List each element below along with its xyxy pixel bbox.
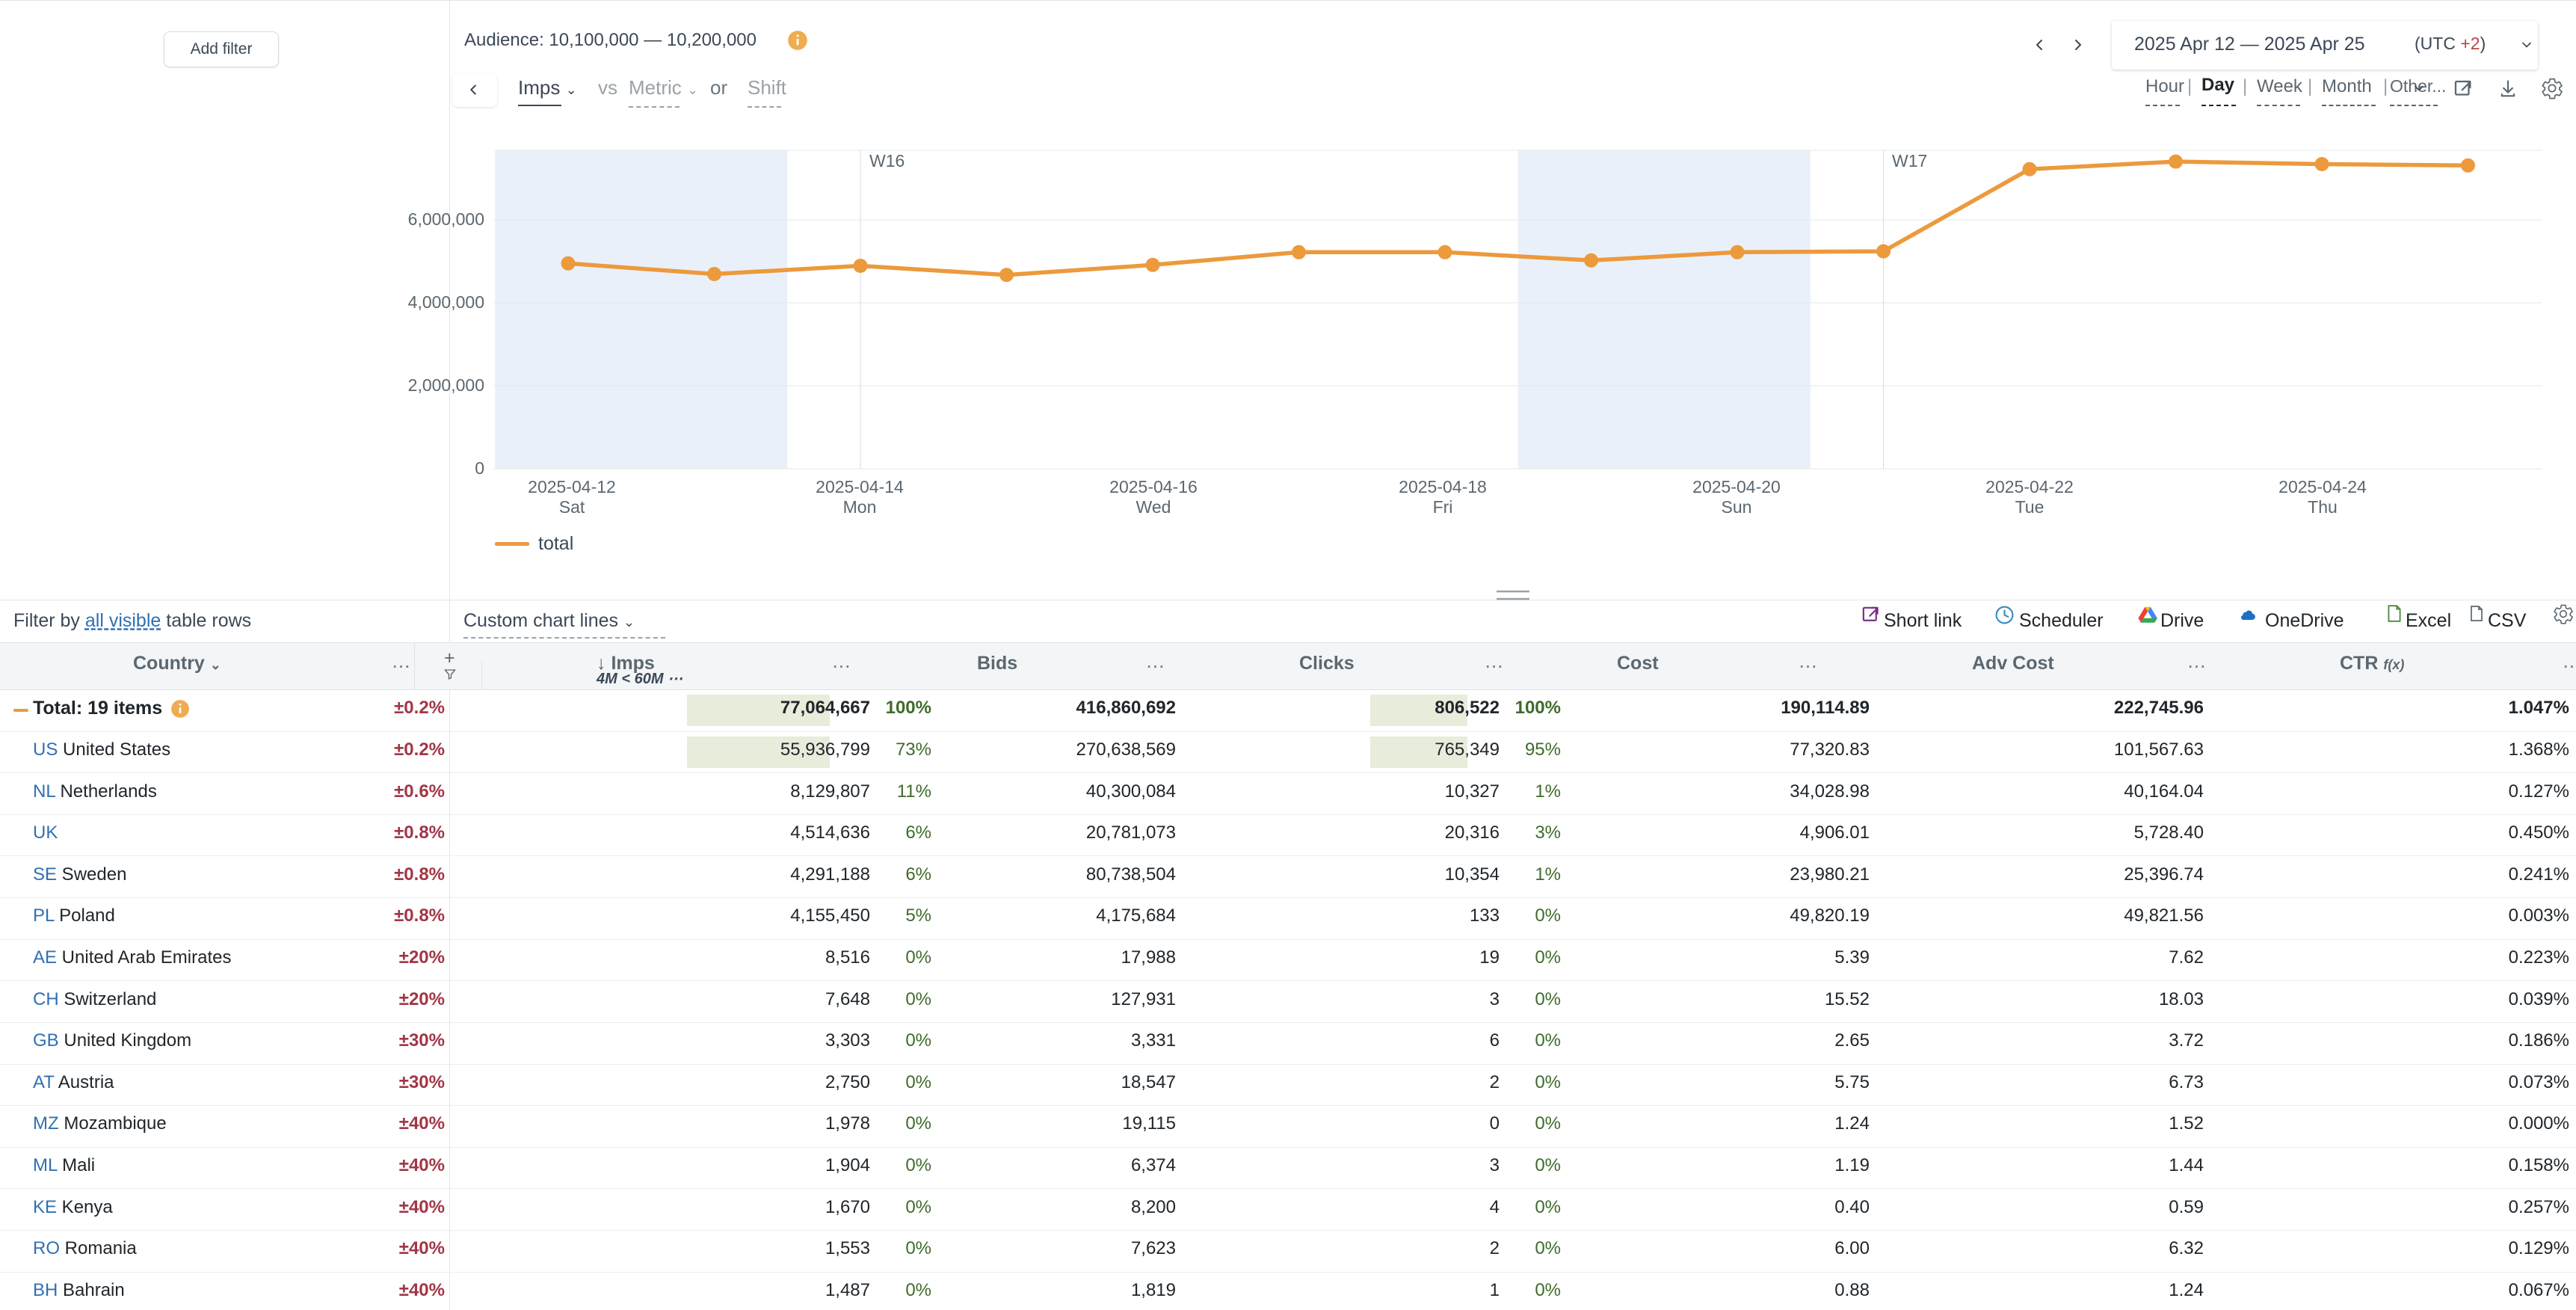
svg-text:W16: W16 xyxy=(869,151,905,170)
svg-text:W17: W17 xyxy=(1892,151,1927,170)
svg-text:0: 0 xyxy=(475,458,484,478)
svg-text:4,000,000: 4,000,000 xyxy=(408,292,484,312)
svg-text:2,000,000: 2,000,000 xyxy=(408,375,484,395)
svg-text:6,000,000: 6,000,000 xyxy=(408,209,484,229)
